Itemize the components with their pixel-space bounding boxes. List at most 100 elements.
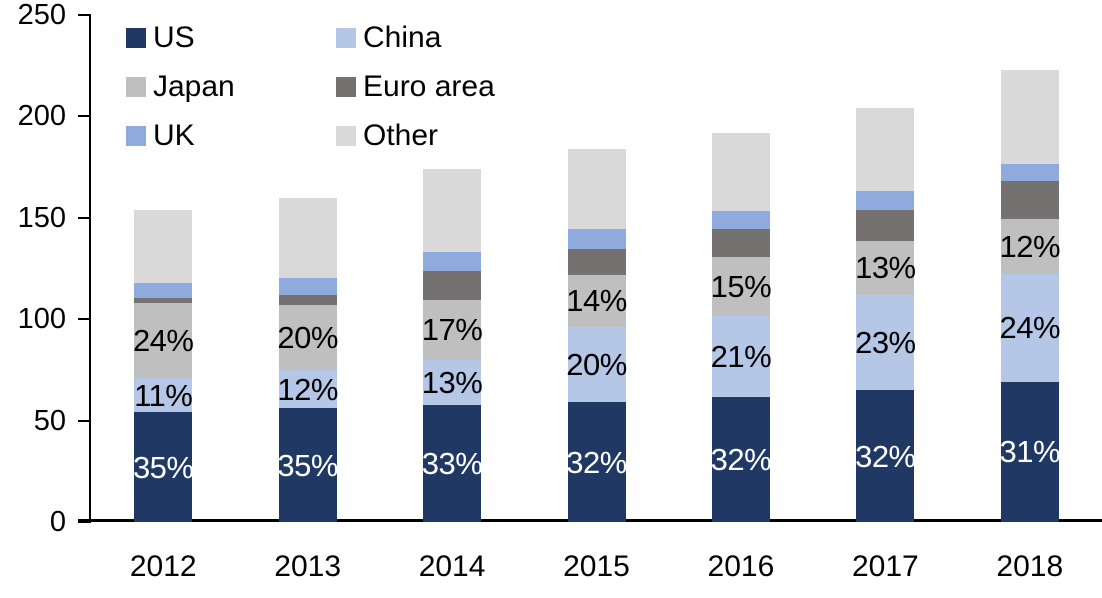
bar-segment-japan: 14% xyxy=(566,274,627,328)
bar-segment-us: 35% xyxy=(132,412,194,522)
bar-segment-japan: 15% xyxy=(710,257,772,317)
legend: US China Japan Euro area UK Other xyxy=(126,23,495,151)
bar-segment-china: 24% xyxy=(999,273,1061,383)
bar-segment-us: 32% xyxy=(710,397,772,522)
x-category-label-2014: 2014 xyxy=(418,550,486,583)
legend-item-japan: Japan xyxy=(126,72,336,102)
bar-segment-china: 20% xyxy=(566,327,627,403)
bar-segment-euro-area xyxy=(1000,181,1059,219)
x-category-label-2018: 2018 xyxy=(996,550,1064,583)
segment-label-china-2016: 21% xyxy=(710,339,772,375)
bar-2018: 12% 24% 31% xyxy=(999,69,1061,522)
bar-segment-other xyxy=(711,132,770,211)
segment-label-us-2016: 32% xyxy=(710,442,772,478)
legend-swatch-euro-area xyxy=(336,77,356,97)
y-axis-line xyxy=(89,14,91,522)
bar-segment-uk xyxy=(567,228,626,250)
segment-label-china-2013: 12% xyxy=(277,371,338,407)
legend-swatch-us xyxy=(126,28,146,48)
segment-label-japan-2016: 15% xyxy=(710,269,772,305)
bar-2012: 24% 11% 35% xyxy=(132,209,194,522)
legend-label-us: US xyxy=(153,21,195,54)
bar-segment-us: 32% xyxy=(855,390,916,522)
segment-label-us-2017: 32% xyxy=(855,438,916,474)
bar-segment-other xyxy=(423,169,482,253)
bar-segment-china: 12% xyxy=(277,369,338,409)
segment-label-japan-2018: 12% xyxy=(999,228,1061,264)
bar-segment-china: 13% xyxy=(421,359,483,406)
segment-label-china-2018: 24% xyxy=(999,310,1061,346)
x-category-label-2013: 2013 xyxy=(274,550,342,583)
x-category-label-2016: 2016 xyxy=(707,550,775,583)
bar-segment-china: 21% xyxy=(710,316,772,398)
legend-swatch-uk xyxy=(126,126,146,146)
segment-label-us-2013: 35% xyxy=(277,447,338,483)
segment-label-japan-2017: 13% xyxy=(855,250,916,286)
y-tick-mark xyxy=(78,216,91,219)
bar-2017: 13% 23% 32% xyxy=(855,108,916,522)
bar-2013: 20% 12% 35% xyxy=(277,197,338,522)
segment-label-japan-2015: 14% xyxy=(566,283,627,319)
segment-label-china-2014: 13% xyxy=(421,365,483,401)
bar-segment-euro-area xyxy=(567,249,626,275)
bar-segment-uk xyxy=(423,252,482,271)
bar-segment-japan: 12% xyxy=(999,218,1061,274)
segment-label-us-2014: 33% xyxy=(421,446,483,482)
y-tick-label-150: 150 xyxy=(17,201,66,234)
x-category-label-2012: 2012 xyxy=(129,550,197,583)
legend-item-uk: UK xyxy=(126,121,336,151)
bar-segment-us: 35% xyxy=(277,408,338,522)
segment-label-china-2012: 11% xyxy=(134,377,193,413)
legend-item-other: Other xyxy=(336,121,495,151)
legend-swatch-china xyxy=(336,28,356,48)
bar-segment-euro-area xyxy=(134,297,193,303)
bar-segment-other xyxy=(1000,69,1059,165)
bar-segment-other xyxy=(134,209,193,283)
y-tick-label-100: 100 xyxy=(17,303,66,336)
bar-segment-us: 33% xyxy=(421,405,483,522)
bar-segment-japan: 24% xyxy=(132,302,194,378)
bar-2016: 15% 21% 32% xyxy=(710,132,772,522)
bar-segment-other xyxy=(278,197,337,278)
bar-segment-uk xyxy=(1000,164,1059,182)
bar-segment-uk xyxy=(711,210,770,229)
bar-segment-euro-area xyxy=(423,270,482,300)
legend-item-china: China xyxy=(336,23,495,53)
bar-segment-us: 31% xyxy=(999,382,1061,522)
segment-label-china-2017: 23% xyxy=(855,324,916,360)
segment-label-us-2015: 32% xyxy=(566,444,627,480)
segment-label-us-2012: 35% xyxy=(132,449,194,485)
legend-item-euro-area: Euro area xyxy=(336,72,495,102)
bar-segment-uk xyxy=(278,277,337,295)
y-tick-label-0: 0 xyxy=(49,506,66,538)
x-category-label-2015: 2015 xyxy=(563,550,630,583)
segment-label-china-2015: 20% xyxy=(566,347,627,383)
legend-label-china: China xyxy=(363,21,442,54)
y-tick-label-200: 200 xyxy=(17,100,66,133)
segment-label-us-2018: 31% xyxy=(999,434,1061,470)
x-category-label-2017: 2017 xyxy=(851,550,919,583)
bar-segment-china: 11% xyxy=(134,377,193,413)
bar-segment-japan: 20% xyxy=(277,304,338,370)
legend-swatch-other xyxy=(336,126,356,146)
legend-label-uk: UK xyxy=(153,119,195,152)
bar-segment-china: 23% xyxy=(855,294,916,391)
bar-2015: 14% 20% 32% xyxy=(566,148,627,522)
y-tick-mark xyxy=(78,521,91,523)
bar-2014: 17% 13% 33% xyxy=(421,169,483,522)
segment-label-japan-2014: 17% xyxy=(421,312,483,348)
y-tick-label-50: 50 xyxy=(33,404,66,437)
bar-segment-us: 32% xyxy=(566,402,627,522)
legend-label-japan: Japan xyxy=(153,70,235,103)
bar-segment-euro-area xyxy=(278,294,337,305)
y-tick-label-250: 250 xyxy=(17,0,66,31)
bar-segment-other xyxy=(856,108,915,192)
y-tick-mark xyxy=(78,115,91,118)
bar-segment-euro-area xyxy=(856,209,915,242)
segment-label-japan-2013: 20% xyxy=(277,319,338,355)
bar-segment-japan: 13% xyxy=(855,241,916,295)
legend-label-euro-area: Euro area xyxy=(363,70,495,103)
segment-label-japan-2012: 24% xyxy=(132,322,194,358)
bar-segment-uk xyxy=(856,191,915,210)
